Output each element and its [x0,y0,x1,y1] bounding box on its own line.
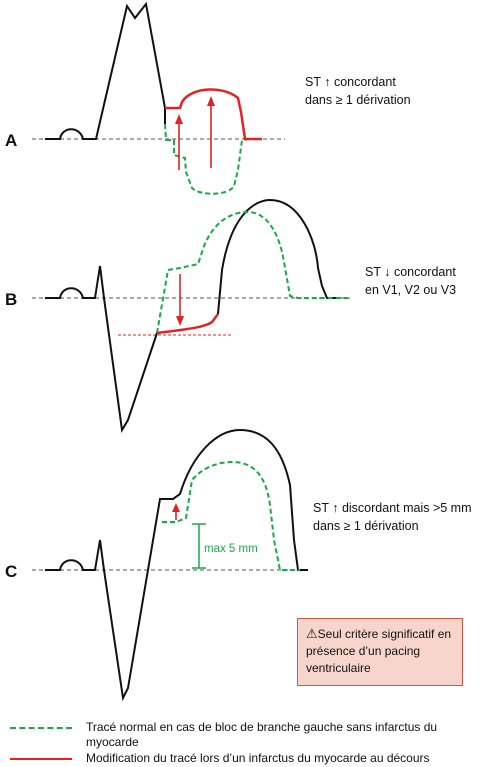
panel-b-note-line1: ST ↓ concordant [365,265,456,279]
legend-normal-text: Tracé normal en cas de bloc de branche g… [86,720,438,749]
panel-a-infarct-trace [165,88,262,141]
panel-c-note-line2: dans ≥ 1 dérivation [313,519,419,533]
panel-c-note-line1: ST ↑ discordant mais >5 mm [313,501,472,515]
panel-b-normal-trace [156,210,348,334]
panel-b-t-wave-trace [217,198,337,315]
panel-b-qrs-trace [45,265,158,433]
legend-infarct: Modification du tracé lors d’un infarctu… [10,751,480,767]
warning-icon: ⚠ [306,626,318,641]
panel-a-qrs-trace [45,1,166,140]
panel-a-note-line2: dans ≥ 1 dérivation [305,93,411,107]
panel-a-letter: A [5,131,17,150]
pacing-callout: ⚠Seul critère significatif en présence d… [297,618,463,686]
panel-a-note-line1: ST ↑ concordant [305,75,396,89]
pacing-callout-text: Seul critère significatif en présence d’… [306,627,452,675]
panel-c-max-label: max 5 mm [204,543,258,555]
legend-infarct-text: Modification du tracé lors d’un infarctu… [86,751,430,765]
legend-red-solid-swatch [10,758,72,760]
legend-green-dashed-swatch [10,727,72,729]
legend-normal: Tracé normal en cas de bloc de branche g… [10,720,480,752]
panel-b-letter: B [5,290,17,309]
panel-c-normal-trace [162,460,300,571]
panel-c-trace [45,428,308,702]
panel-a-normal-trace [164,123,251,195]
panel-b-note-line2: en V1, V2 ou V3 [365,283,456,297]
panel-c-letter: C [5,562,17,581]
panel-b-infarct-trace [156,313,219,335]
